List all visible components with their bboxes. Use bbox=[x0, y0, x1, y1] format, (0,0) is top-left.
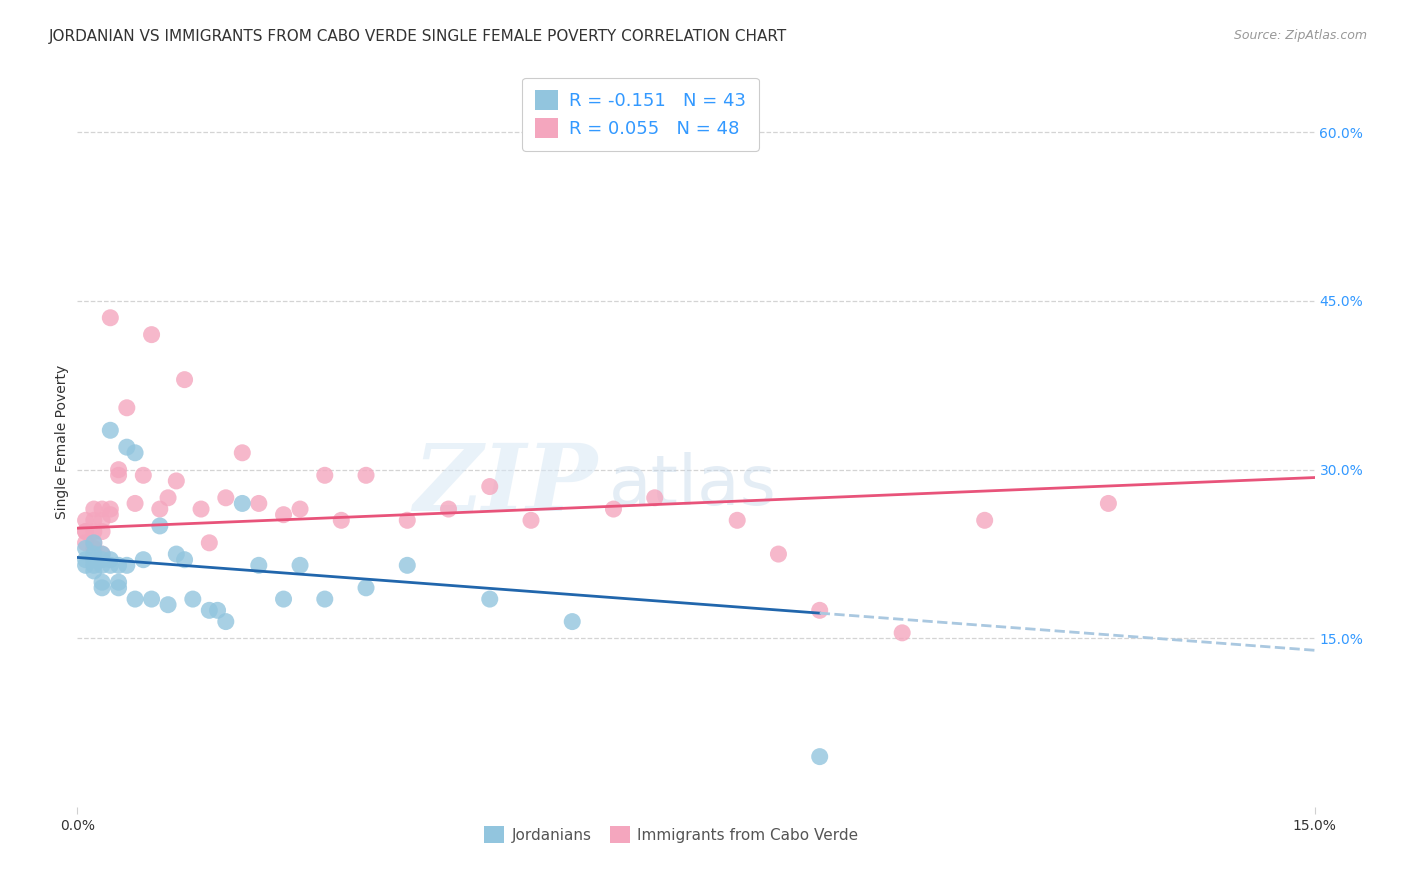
Point bbox=[107, 468, 129, 483]
Point bbox=[107, 463, 129, 477]
Point bbox=[437, 502, 460, 516]
Point bbox=[157, 598, 180, 612]
Point bbox=[396, 558, 419, 573]
Point bbox=[83, 524, 105, 539]
Point bbox=[330, 513, 353, 527]
Point bbox=[141, 327, 163, 342]
Point bbox=[725, 513, 748, 527]
Point bbox=[247, 496, 270, 510]
Point bbox=[157, 491, 180, 505]
Point bbox=[124, 496, 146, 510]
Text: JORDANIAN VS IMMIGRANTS FROM CABO VERDE SINGLE FEMALE POVERTY CORRELATION CHART: JORDANIAN VS IMMIGRANTS FROM CABO VERDE … bbox=[49, 29, 787, 44]
Point bbox=[808, 749, 831, 764]
Point bbox=[107, 575, 129, 590]
Point bbox=[107, 558, 129, 573]
Point bbox=[83, 536, 105, 550]
Point bbox=[124, 446, 146, 460]
Point bbox=[91, 558, 114, 573]
Point bbox=[75, 536, 97, 550]
Point bbox=[173, 373, 195, 387]
Point bbox=[314, 468, 336, 483]
Point bbox=[141, 592, 163, 607]
Point bbox=[132, 552, 155, 566]
Point bbox=[478, 479, 501, 493]
Point bbox=[247, 558, 270, 573]
Point bbox=[98, 423, 121, 437]
Text: Source: ZipAtlas.com: Source: ZipAtlas.com bbox=[1233, 29, 1367, 42]
Point bbox=[288, 558, 311, 573]
Point bbox=[181, 592, 204, 607]
Point bbox=[91, 552, 114, 566]
Point bbox=[1097, 496, 1119, 510]
Legend: Jordanians, Immigrants from Cabo Verde: Jordanians, Immigrants from Cabo Verde bbox=[475, 817, 868, 852]
Point bbox=[808, 603, 831, 617]
Point bbox=[91, 524, 114, 539]
Point bbox=[132, 468, 155, 483]
Point bbox=[198, 603, 221, 617]
Point bbox=[314, 592, 336, 607]
Point bbox=[215, 491, 238, 505]
Point bbox=[768, 547, 790, 561]
Point bbox=[83, 513, 105, 527]
Point bbox=[115, 401, 138, 415]
Text: atlas: atlas bbox=[609, 452, 778, 519]
Point bbox=[83, 536, 105, 550]
Point bbox=[561, 615, 583, 629]
Point bbox=[973, 513, 995, 527]
Point bbox=[98, 310, 121, 325]
Point bbox=[602, 502, 624, 516]
Point bbox=[75, 558, 97, 573]
Point bbox=[273, 592, 295, 607]
Point bbox=[115, 440, 138, 454]
Point bbox=[98, 558, 121, 573]
Point bbox=[478, 592, 501, 607]
Text: ZIP: ZIP bbox=[413, 441, 598, 531]
Point bbox=[231, 496, 253, 510]
Point bbox=[354, 468, 377, 483]
Point bbox=[215, 615, 238, 629]
Point bbox=[75, 524, 97, 539]
Point bbox=[354, 581, 377, 595]
Y-axis label: Single Female Poverty: Single Female Poverty bbox=[55, 365, 69, 518]
Point bbox=[207, 603, 229, 617]
Point bbox=[91, 513, 114, 527]
Point bbox=[83, 547, 105, 561]
Point bbox=[273, 508, 295, 522]
Point bbox=[83, 564, 105, 578]
Point bbox=[115, 558, 138, 573]
Point bbox=[98, 502, 121, 516]
Point bbox=[165, 474, 187, 488]
Point bbox=[149, 502, 172, 516]
Point bbox=[173, 552, 195, 566]
Point bbox=[288, 502, 311, 516]
Point bbox=[91, 581, 114, 595]
Point bbox=[396, 513, 419, 527]
Point bbox=[190, 502, 212, 516]
Point bbox=[75, 513, 97, 527]
Point bbox=[83, 558, 105, 573]
Point bbox=[83, 502, 105, 516]
Point bbox=[149, 519, 172, 533]
Point bbox=[231, 446, 253, 460]
Point bbox=[644, 491, 666, 505]
Point bbox=[124, 592, 146, 607]
Point bbox=[891, 625, 914, 640]
Point bbox=[83, 541, 105, 556]
Point bbox=[83, 552, 105, 566]
Point bbox=[75, 552, 97, 566]
Point bbox=[91, 547, 114, 561]
Point bbox=[107, 581, 129, 595]
Point bbox=[98, 552, 121, 566]
Point bbox=[98, 508, 121, 522]
Point bbox=[165, 547, 187, 561]
Point bbox=[91, 575, 114, 590]
Point bbox=[198, 536, 221, 550]
Point bbox=[91, 502, 114, 516]
Point bbox=[520, 513, 543, 527]
Point bbox=[91, 547, 114, 561]
Point bbox=[75, 524, 97, 539]
Point bbox=[75, 541, 97, 556]
